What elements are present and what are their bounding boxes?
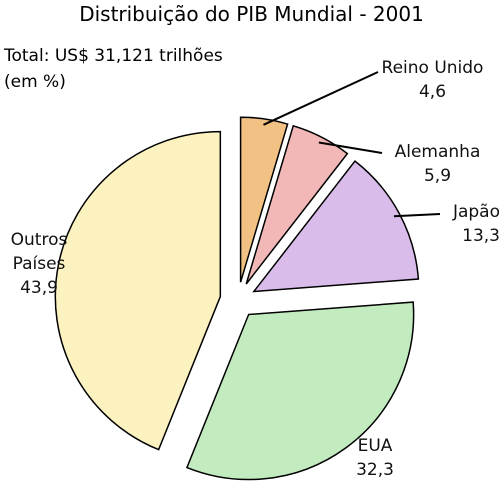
leader-line xyxy=(263,71,379,126)
slice-label: EUA 32,3 xyxy=(335,434,415,482)
value-label: 4,6 xyxy=(418,82,447,102)
leader-line xyxy=(318,141,383,154)
pie-slice xyxy=(185,301,415,481)
subtitle: Total: US$ 31,121 trilhões xyxy=(4,46,223,66)
unit-note: (em %) xyxy=(4,72,66,92)
value-label: 13,3 xyxy=(462,226,500,246)
category-label: Japão xyxy=(452,202,500,222)
slice-label: Alemanha 5,9 xyxy=(385,140,490,188)
category-label: EUA xyxy=(357,436,393,456)
pie-slice xyxy=(245,124,349,285)
category-label: Outros Países xyxy=(10,230,68,274)
category-label: Reino Unido xyxy=(381,58,484,78)
value-label: 32,3 xyxy=(356,460,394,480)
chart-title: Distribuição do PIB Mundial - 2001 xyxy=(79,2,424,26)
category-label: Alemanha xyxy=(394,142,481,162)
pie-slice xyxy=(239,116,289,283)
slice-label: Reino Unido 4,6 xyxy=(370,56,495,104)
slice-label: Japão 13,3 xyxy=(430,200,500,248)
slice-label: Outros Países 43,9 xyxy=(4,228,74,300)
value-label: 5,9 xyxy=(423,166,452,186)
pie-slice xyxy=(252,160,420,293)
leader-line xyxy=(393,213,441,218)
pie-slice xyxy=(54,130,222,451)
value-label: 43,9 xyxy=(20,278,58,298)
